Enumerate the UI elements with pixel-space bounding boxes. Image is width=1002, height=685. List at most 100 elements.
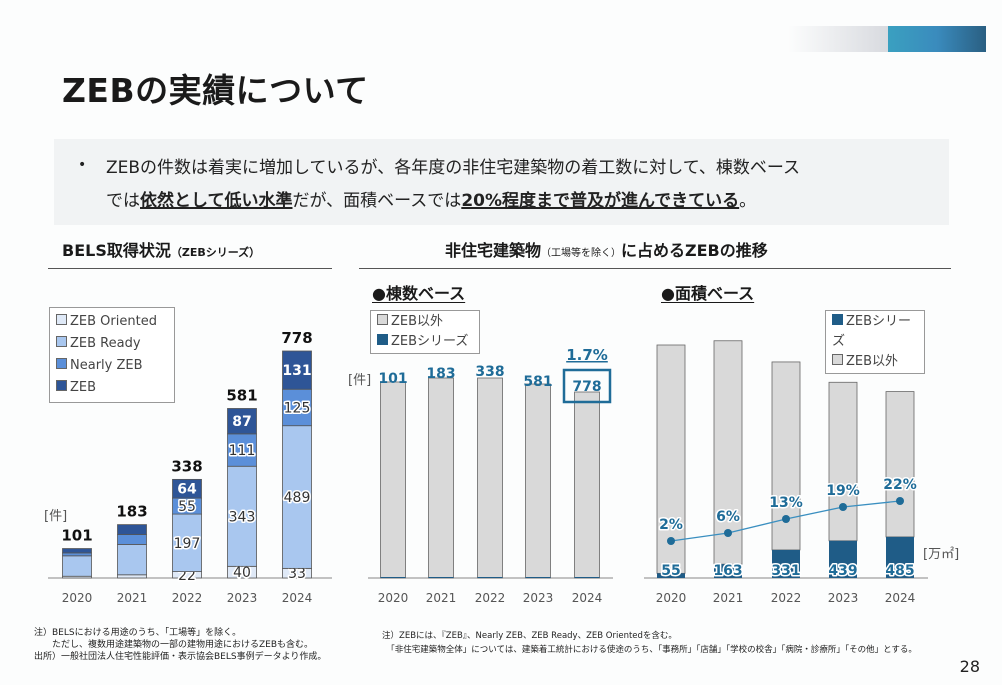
share-label: 13%	[769, 495, 803, 511]
share-label: 1.7%	[566, 346, 608, 364]
left-notes: 注）BELSにおける用途のうち、「工場等」を除く。 ただし、複数用途建築物の一部…	[34, 627, 326, 663]
bar-segment	[172, 478, 202, 499]
share-label: 2%	[659, 517, 683, 533]
bar-non-zeb	[828, 381, 858, 542]
value-label-halo: 163	[713, 563, 742, 579]
bar-segment	[227, 433, 257, 467]
x-tick-label: 2022	[172, 591, 203, 605]
unit-label: [件]	[44, 509, 67, 524]
bar-segment	[62, 555, 92, 577]
bar-zeb-series	[657, 573, 685, 578]
share-label-halo: 6%	[716, 509, 740, 525]
bar-zeb-series	[428, 577, 454, 578]
segment-label-halo: 55	[178, 499, 196, 515]
bar-segment	[227, 408, 257, 435]
legend-label: ZEB	[70, 380, 97, 395]
legend-item-zeb-series: ZEBシリーズ	[832, 312, 918, 352]
value-label-halo: 331	[771, 563, 800, 579]
value-label-halo: 439	[828, 563, 857, 579]
x-tick-label: 2023	[227, 591, 258, 605]
bar-non-zeb	[885, 391, 915, 538]
bar-zeb-series	[477, 577, 503, 578]
segment-label: 64	[177, 482, 197, 498]
legend-swatch	[56, 336, 67, 347]
legend-item-zeb: ZEB	[56, 377, 168, 399]
unit-label: [万㎡]	[923, 547, 959, 562]
bar-zeb-series	[772, 549, 800, 578]
total-label: 778	[281, 329, 312, 347]
page-title: ZEBの実績について	[62, 71, 369, 110]
highlight-box	[562, 368, 612, 404]
bar-non-zeb	[656, 344, 686, 574]
bar-non-zeb	[574, 391, 600, 579]
share-point	[839, 503, 847, 511]
note-line: 注）ZEBには、『ZEB』、Nearly ZEB、ZEB Ready、ZEB O…	[382, 631, 677, 641]
area-base-subtitle: ●面積ベース	[661, 284, 755, 303]
value-label-halo: 55	[661, 563, 680, 579]
x-tick-label: 2020	[656, 591, 687, 605]
summary-emphasis-low-level: 依然として低い水準	[140, 191, 293, 211]
bar-segment	[62, 552, 92, 557]
value-label: 778	[572, 379, 601, 395]
segment-label-halo: 343	[229, 509, 256, 525]
page-number: 28	[959, 657, 980, 676]
legend-swatch	[56, 380, 67, 391]
legend-label: ZEBシリーズ	[832, 314, 912, 349]
segment-label-halo: 197	[174, 536, 201, 552]
bar-zeb-series	[886, 536, 914, 578]
x-tick-label: 2020	[62, 591, 93, 605]
x-tick-label: 2021	[426, 591, 457, 605]
segment-label: 40	[233, 565, 251, 581]
value-label: 183	[426, 366, 455, 382]
legend-swatch	[56, 314, 67, 325]
bar-segment	[227, 465, 257, 567]
note-line: ただし、複数用途建築物の一部の建物用途におけるZEBも含む。	[34, 640, 314, 650]
summary-text: では	[106, 191, 140, 211]
legend-item-zeb-series: ZEBシリーズ	[377, 332, 473, 352]
bels-title-suffix: （ZEBシリーズ）	[170, 246, 261, 259]
bar-non-zeb	[525, 383, 551, 579]
segment-label: 489	[284, 490, 311, 506]
x-tick-label: 2022	[475, 591, 506, 605]
bar-segment	[117, 524, 147, 535]
value-label: 331	[771, 563, 800, 579]
segment-label: 197	[174, 536, 201, 552]
legend-swatch	[832, 314, 843, 325]
share-label-halo: 22%	[883, 477, 917, 493]
note-line: 注）BELSにおける用途のうち、「工場等」を除く。	[34, 628, 242, 638]
legend-swatch	[56, 358, 67, 369]
value-label: 439	[828, 563, 857, 579]
divider	[359, 268, 951, 269]
count-legend: ZEB以外 ZEBシリーズ	[370, 310, 480, 354]
header-decoration-gradient	[788, 26, 888, 52]
count-base-subtitle: ●棟数ベース	[372, 284, 466, 303]
segment-label: 111	[229, 443, 256, 459]
x-tick-label: 2024	[572, 591, 603, 605]
bar-segment	[117, 574, 147, 579]
bar-segment	[62, 548, 92, 554]
bar-segment	[282, 350, 312, 390]
x-tick-label: 2023	[523, 591, 554, 605]
note-line: 出所）一般社団法人住宅性能評価・表示協会BELS事例データより作成。	[34, 652, 327, 662]
total-label: 338	[171, 457, 202, 475]
value-label: 55	[661, 563, 680, 579]
bels-section-title: BELS取得状況（ZEBシリーズ）	[62, 237, 260, 261]
bullet-icon: •	[78, 157, 87, 173]
share-label: 22%	[883, 477, 917, 493]
total-label: 581	[226, 386, 257, 404]
segment-label: 343	[229, 509, 256, 525]
summary-text: だが、面積ベースでは	[292, 191, 462, 211]
legend-swatch	[377, 334, 388, 345]
summary-line-1: ZEBの件数は着実に増加しているが、各年度の非住宅建築物の着工数に対して、棟数ベ…	[106, 158, 800, 178]
bar-zeb-series	[829, 540, 857, 578]
share-label-halo: 13%	[769, 495, 803, 511]
bar-zeb-series	[714, 564, 742, 578]
share-label: 6%	[716, 509, 740, 525]
trend-title-suffix: に占めるZEBの推移	[621, 241, 768, 260]
unit-label: [件]	[348, 373, 371, 388]
right-notes: 注）ZEBには、『ZEB』、Nearly ZEB、ZEB Ready、ZEB O…	[382, 629, 917, 657]
value-label: 338	[475, 364, 504, 380]
trend-section-title: 非住宅建築物（工場等を除く）に占めるZEBの推移	[445, 237, 768, 261]
bar-segment	[117, 544, 147, 576]
